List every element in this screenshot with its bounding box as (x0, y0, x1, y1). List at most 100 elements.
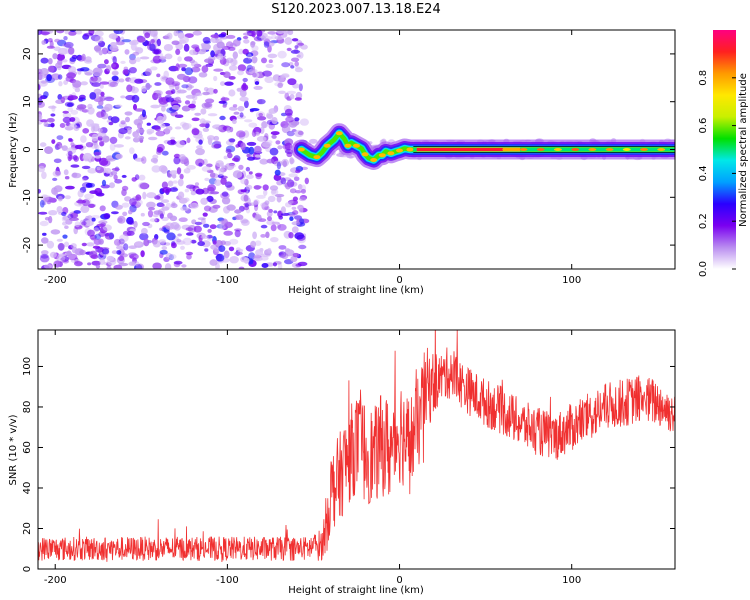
noise-speck (82, 155, 89, 161)
noise-speck (161, 105, 166, 112)
noise-speck (196, 145, 203, 150)
noise-speck (106, 158, 116, 162)
noise-speck (134, 241, 142, 246)
noise-speck (230, 58, 237, 66)
noise-speck (133, 103, 137, 111)
noise-speck (245, 184, 253, 190)
noise-speck (184, 67, 193, 76)
noise-speck (186, 232, 194, 236)
noise-speck (104, 59, 109, 65)
noise-speck (110, 171, 118, 176)
noise-speck (191, 117, 200, 122)
noise-speck (148, 207, 155, 211)
noise-speck (181, 122, 192, 130)
noise-speck (62, 116, 72, 124)
noise-speck (232, 51, 238, 59)
noise-speck (267, 53, 278, 59)
noise-speck (58, 81, 63, 87)
noise-speck (87, 262, 92, 266)
noise-speck (114, 204, 123, 210)
noise-speck (271, 134, 277, 139)
noise-speck (220, 177, 227, 185)
noise-speck (46, 74, 52, 82)
noise-speck (142, 109, 146, 118)
noise-speck (204, 122, 210, 129)
noise-speck (206, 87, 216, 95)
noise-speck (195, 148, 205, 156)
noise-speck (126, 84, 133, 93)
noise-speck (277, 261, 282, 265)
noise-speck (213, 75, 218, 82)
noise-speck (123, 243, 129, 251)
noise-speck (169, 170, 179, 175)
noise-speck (72, 80, 82, 88)
noise-speck (125, 116, 130, 123)
noise-speck (298, 51, 304, 59)
noise-speck (158, 239, 167, 244)
noise-speck (187, 85, 194, 89)
hotspot (387, 151, 395, 156)
noise-speck (244, 203, 249, 208)
noise-speck (149, 30, 158, 37)
noise-speck (244, 119, 253, 123)
noise-speck (81, 221, 87, 226)
noise-speck (194, 47, 200, 53)
noise-speck (207, 113, 218, 117)
noise-speck (264, 200, 270, 206)
noise-speck (113, 174, 118, 181)
noise-speck (113, 264, 123, 269)
noise-speck (267, 195, 276, 203)
noise-speck (188, 103, 196, 109)
noise-speck (76, 68, 85, 72)
noise-speck (286, 90, 297, 95)
noise-speck (290, 65, 295, 69)
noise-speck (239, 96, 249, 102)
noise-speck (48, 215, 53, 224)
noise-speck (67, 94, 74, 102)
noise-speck (101, 179, 107, 187)
noise-speck (218, 245, 226, 253)
noise-speck (90, 76, 98, 82)
noise-speck (117, 215, 126, 224)
noise-speck (218, 100, 227, 104)
noise-speck (137, 199, 143, 206)
noise-speck (149, 218, 158, 223)
noise-speck (121, 188, 127, 197)
noise-speck (138, 174, 146, 181)
colorbar-tick-label: 0.6 (698, 118, 709, 134)
noise-speck (280, 177, 287, 185)
noise-speck (154, 125, 161, 132)
noise-speck (175, 48, 181, 56)
noise-speck (43, 91, 49, 98)
noise-speck (195, 92, 203, 97)
noise-speck (271, 221, 280, 225)
noise-speck (170, 110, 178, 117)
noise-speck (52, 53, 58, 60)
noise-speck (95, 246, 104, 253)
noise-speck (185, 227, 194, 232)
noise-speck (292, 210, 299, 216)
noise-speck (93, 227, 100, 233)
noise-speck (183, 197, 190, 202)
noise-speck (221, 191, 229, 197)
noise-speck (85, 142, 94, 148)
noise-speck (194, 221, 203, 226)
hotspot (353, 143, 360, 148)
noise-speck (297, 184, 303, 190)
noise-speck (84, 220, 94, 227)
noise-speck (150, 157, 158, 163)
noise-speck (83, 198, 92, 206)
noise-speck (224, 181, 233, 188)
snr-ytick-label: 80 (22, 401, 33, 414)
noise-speck (52, 177, 58, 181)
noise-speck (255, 185, 262, 189)
noise-speck (51, 73, 61, 81)
noise-speck (146, 128, 155, 134)
noise-speck (285, 149, 294, 155)
noise-speck (289, 216, 294, 221)
noise-speck (228, 138, 236, 143)
noise-speck (114, 179, 123, 184)
snr-xlabel: Height of straight line (km) (288, 585, 424, 596)
colorbar-tick-label: 0.2 (698, 213, 709, 229)
noise-speck (246, 153, 251, 158)
